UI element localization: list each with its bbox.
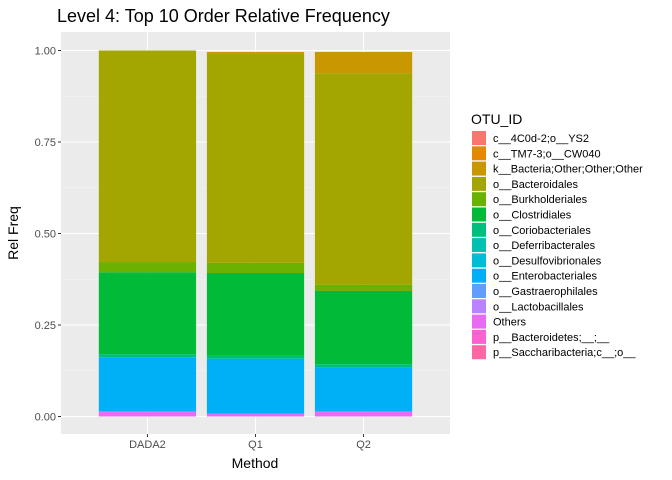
legend-label: c__TM7-3;o__CW040 [493, 148, 601, 160]
y-axis-ticks: 0.00 0.25 0.50 0.75 1.00 [35, 46, 61, 424]
bar-segment [206, 355, 305, 359]
bar-segment [314, 51, 413, 74]
legend-swatch [472, 268, 486, 283]
legend-swatch [472, 131, 486, 145]
x-axis-ticks: DADA2 Q1 Q2 [129, 434, 371, 451]
bar-segment [98, 50, 197, 263]
legend-swatch [472, 253, 486, 268]
bar-segment [314, 73, 413, 285]
y-axis-title: Rel Freq [5, 206, 21, 260]
legend-label: p__Bacteroidetes;__;__ [493, 332, 610, 344]
legend-label: k__Bacteria;Other;Other;Other [493, 164, 643, 176]
bar-segment [314, 411, 413, 417]
legend-label: p__Saccharibacteria;c__;o__ [493, 347, 636, 359]
legend-label: o__Gastraerophilales [493, 286, 598, 298]
legend-swatch [472, 345, 486, 360]
bar-segment [314, 364, 413, 368]
bar-segment [206, 53, 305, 263]
legend-swatch [472, 146, 486, 161]
bar-segment [98, 262, 197, 273]
x-tick-label: Q2 [356, 439, 371, 451]
y-tick-label: 0.50 [35, 229, 56, 241]
x-axis-title: Method [232, 455, 279, 471]
chart-title: Level 4: Top 10 Order Relative Frequency [57, 6, 390, 26]
y-tick-label: 0.25 [35, 320, 56, 332]
legend-swatch [472, 222, 486, 237]
legend-label: o__Burkholderiales [493, 194, 588, 206]
bar-segment [206, 413, 305, 417]
bar-segment [206, 51, 305, 54]
legend-swatch [472, 192, 486, 207]
bar-segment [314, 367, 413, 412]
bar-segment [206, 262, 305, 274]
legend-swatch [472, 161, 486, 176]
bar-segment [98, 411, 197, 417]
bars-group [98, 50, 413, 417]
legend-label: o__Clostridiales [493, 210, 572, 222]
bar-segment [206, 358, 305, 414]
bar-segment [98, 354, 197, 358]
legend-swatch [472, 238, 486, 253]
legend-swatch [472, 299, 486, 314]
x-tick-label: Q1 [248, 439, 263, 451]
legend-swatch [472, 329, 486, 344]
legend-swatch [472, 284, 486, 298]
legend-swatch [472, 314, 486, 329]
legend-label: Others [493, 317, 527, 329]
legend-label: c__4C0d-2;o__YS2 [493, 133, 589, 145]
legend: OTU_ID c__4C0d-2;o__YS2 c__TM7-3;o__CW040… [471, 111, 643, 360]
legend-label: o__Enterobacteriales [493, 271, 597, 283]
legend-title: OTU_ID [471, 111, 522, 127]
bar-segment [206, 273, 305, 356]
legend-label: o__Deferribacterales [493, 240, 596, 252]
bar-segment [314, 290, 413, 365]
y-tick-label: 0.00 [35, 412, 56, 424]
legend-label: o__Bacteroidales [493, 179, 579, 191]
legend-label: o__Coriobacteriales [493, 225, 591, 237]
bar-segment [314, 284, 413, 291]
legend-swatch [472, 176, 486, 191]
legend-label: o__Desulfovibrionales [493, 255, 602, 267]
y-tick-label: 0.75 [35, 137, 56, 149]
legend-label: o__Lactobacillales [493, 301, 584, 313]
x-tick-label: DADA2 [129, 439, 166, 451]
y-tick-label: 1.00 [35, 46, 56, 58]
legend-swatch [472, 207, 486, 222]
bar-segment [98, 272, 197, 355]
bar-segment [98, 357, 197, 412]
